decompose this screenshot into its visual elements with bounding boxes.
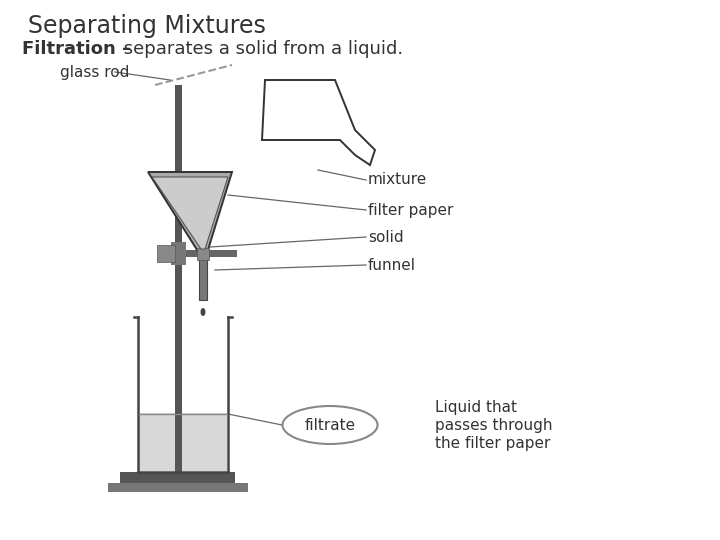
Text: separates a solid from a liquid.: separates a solid from a liquid. <box>118 40 403 58</box>
Polygon shape <box>265 85 363 158</box>
Bar <box>197 248 209 260</box>
Polygon shape <box>152 177 228 249</box>
Ellipse shape <box>200 308 205 316</box>
Polygon shape <box>148 172 232 253</box>
Bar <box>171 242 186 265</box>
Text: passes through: passes through <box>435 418 552 433</box>
Bar <box>120 472 235 485</box>
Text: the filter paper: the filter paper <box>435 436 550 451</box>
Ellipse shape <box>282 406 377 444</box>
Bar <box>108 483 248 492</box>
Bar <box>157 245 175 262</box>
Text: Liquid that: Liquid that <box>435 400 517 415</box>
Text: funnel: funnel <box>368 258 416 273</box>
Text: filter paper: filter paper <box>368 202 454 218</box>
Bar <box>139 413 227 471</box>
Bar <box>199 253 207 300</box>
Text: glass rod: glass rod <box>60 64 130 79</box>
Text: mixture: mixture <box>368 172 427 187</box>
Text: Filtration –: Filtration – <box>22 40 131 58</box>
Text: solid: solid <box>368 230 404 245</box>
Bar <box>182 250 237 257</box>
Text: Separating Mixtures: Separating Mixtures <box>28 14 266 38</box>
Text: filtrate: filtrate <box>305 417 356 433</box>
Bar <box>175 85 182 475</box>
Polygon shape <box>262 80 375 165</box>
